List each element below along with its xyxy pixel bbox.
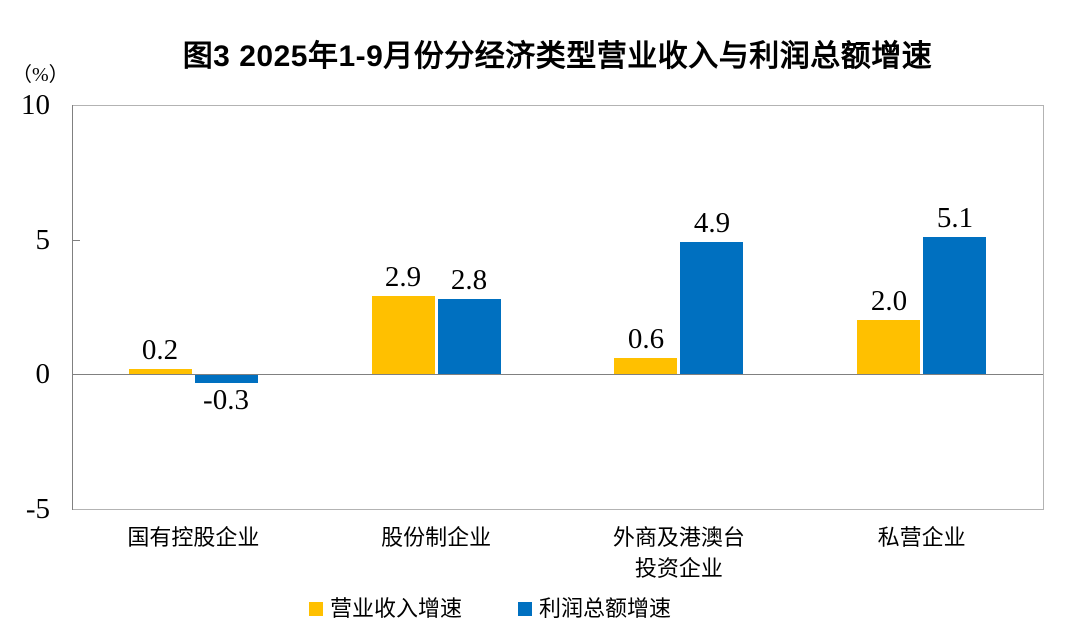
legend: 营业收入增速 利润总额增速: [0, 596, 980, 622]
chart-title: 图3 2025年1-9月份分经济类型营业收入与利润总额增速: [182, 40, 933, 73]
bar-revenue: [372, 296, 435, 374]
bar-profit: [680, 242, 743, 374]
category-label: 国有控股企业: [72, 522, 315, 584]
bar-revenue: [129, 369, 192, 374]
category-label-line: 股份制企业: [381, 525, 492, 550]
category-label-line: 投资企业: [634, 556, 723, 581]
bar-profit: [438, 299, 501, 374]
plot-area: [72, 105, 1044, 510]
bar-profit: [195, 375, 258, 383]
bar-value-label: 2.0: [870, 285, 908, 317]
y-axis-tick: [73, 240, 80, 241]
bar-value-label: 0.6: [627, 323, 665, 355]
x-axis-category-labels: 国有控股企业 股份制企业 外商及港澳台 投资企业 私营企业: [72, 522, 1043, 584]
bar-revenue: [857, 320, 920, 374]
bar-value-label: 2.8: [450, 264, 488, 296]
legend-item-revenue: 营业收入增速: [308, 596, 462, 622]
y-tick-label: 5: [35, 224, 51, 256]
bar-profit: [923, 237, 986, 374]
legend-label: 营业收入增速: [329, 596, 462, 621]
y-tick-label: 10: [21, 89, 50, 121]
category-label-line: 国有控股企业: [127, 525, 260, 550]
y-tick-label: 0: [35, 358, 51, 390]
legend-swatch-icon: [308, 602, 323, 616]
category-label: 股份制企业: [315, 522, 558, 584]
bar-value-label: 5.1: [936, 202, 974, 234]
zero-gridline: [72, 374, 1043, 375]
category-label-line: 私营企业: [877, 525, 966, 550]
bar-value-label: 2.9: [384, 261, 422, 293]
y-axis-line: [72, 105, 73, 510]
category-label-line: 外商及港澳台: [612, 525, 745, 550]
category-label: 外商及港澳台 投资企业: [558, 522, 801, 584]
bar-value-label: 0.2: [141, 334, 179, 366]
y-axis-unit-label: （%）: [12, 64, 69, 86]
legend-swatch-icon: [518, 602, 532, 616]
bar-revenue: [614, 358, 677, 374]
bar-value-label: 4.9: [693, 207, 731, 239]
legend-item-profit: 利润总额增速: [518, 596, 671, 622]
category-label: 私营企业: [800, 522, 1043, 584]
legend-label: 利润总额增速: [539, 596, 672, 621]
y-tick-label: -5: [25, 493, 50, 525]
bar-value-label: -0.3: [203, 384, 249, 416]
